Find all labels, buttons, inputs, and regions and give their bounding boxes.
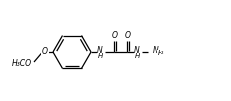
Text: N: N	[97, 46, 103, 55]
Text: ₂: ₂	[161, 50, 164, 56]
Text: N: N	[134, 46, 140, 55]
Text: O: O	[125, 32, 131, 41]
Text: O: O	[112, 32, 118, 41]
Text: H: H	[97, 54, 103, 59]
Text: H: H	[134, 54, 140, 59]
Text: N: N	[153, 46, 159, 55]
Text: O: O	[42, 47, 48, 56]
Text: H₃CO: H₃CO	[12, 59, 32, 68]
Text: H: H	[158, 50, 163, 56]
